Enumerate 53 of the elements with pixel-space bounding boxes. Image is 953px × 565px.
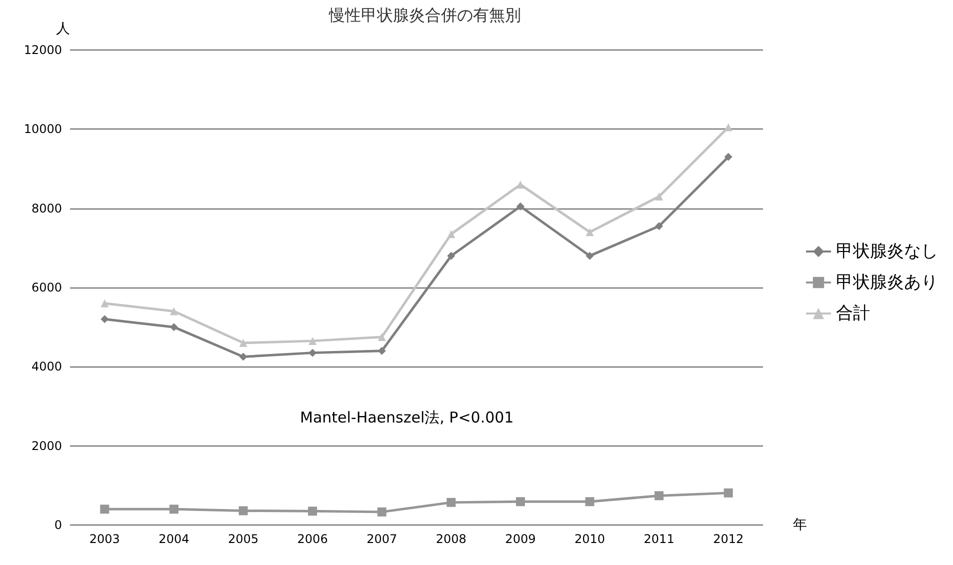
annotation: Mantel-Haenszel法, P<0.001 xyxy=(300,408,514,426)
x-tick-label: 2005 xyxy=(228,532,259,546)
point xyxy=(586,228,594,236)
point xyxy=(724,488,733,498)
chart-title: 慢性甲状腺炎合併の有無別 xyxy=(328,6,521,24)
legend-label: 甲状腺炎あり xyxy=(836,272,938,292)
point xyxy=(100,299,109,308)
x-axis-title: 年 xyxy=(793,517,807,533)
point xyxy=(654,491,664,500)
y-tick-label: 12000 xyxy=(24,43,62,57)
y-tick-label: 2000 xyxy=(31,438,62,453)
point xyxy=(516,202,524,210)
point xyxy=(239,338,248,347)
point xyxy=(170,323,178,332)
x-tick-label: 2008 xyxy=(436,532,466,546)
point xyxy=(378,346,386,355)
point xyxy=(377,507,386,516)
point xyxy=(169,504,178,514)
point xyxy=(100,315,109,324)
y-tick-label: 8000 xyxy=(31,201,62,216)
x-tick-label: 2003 xyxy=(89,532,120,546)
point xyxy=(308,336,317,345)
point xyxy=(655,192,664,200)
x-tick-label: 2007 xyxy=(366,532,398,546)
point xyxy=(585,497,594,506)
point xyxy=(447,230,456,238)
point xyxy=(100,504,110,514)
point xyxy=(724,152,732,161)
point xyxy=(447,252,456,260)
x-tick-label: 2006 xyxy=(297,532,328,546)
point xyxy=(516,497,525,506)
point xyxy=(308,506,318,516)
x-tick-label: 2012 xyxy=(713,532,744,546)
y-tick-label: 10000 xyxy=(24,122,62,136)
point xyxy=(655,222,664,230)
x-tick-label: 2010 xyxy=(574,532,606,546)
legend-label: 合計 xyxy=(836,304,870,324)
y-tick-label: 4000 xyxy=(31,360,62,374)
point xyxy=(378,332,386,341)
point xyxy=(170,307,178,316)
y-tick-label: 0 xyxy=(54,518,62,532)
point xyxy=(239,352,248,361)
point xyxy=(238,506,248,516)
legend-label: 甲状腺炎なし xyxy=(836,242,938,262)
y-axis-title: 人 xyxy=(56,21,70,37)
point xyxy=(516,180,524,189)
x-tick-label: 2011 xyxy=(644,532,674,546)
point xyxy=(308,348,317,357)
y-tick-label: 6000 xyxy=(31,280,62,294)
point xyxy=(446,498,456,507)
x-tick-label: 2009 xyxy=(505,532,536,546)
x-tick-label: 2004 xyxy=(158,532,190,546)
point xyxy=(586,252,594,260)
